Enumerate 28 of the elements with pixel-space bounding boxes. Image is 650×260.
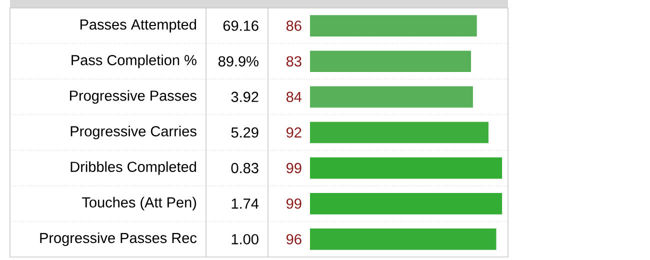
bar [310, 192, 502, 214]
data-label: 99 [286, 198, 302, 209]
y-tick-label: Progressive Passes [70, 90, 196, 104]
bar [310, 15, 477, 36]
bar [310, 228, 496, 250]
bar [310, 157, 502, 179]
data-label: 84 [286, 92, 302, 102]
y-tick-label: Progressive Carries [70, 126, 196, 140]
y-tick-label: Touches (Att Pen) [82, 196, 196, 210]
bar [310, 50, 472, 72]
data-label: 96 [286, 234, 302, 244]
y-tick-label: Pass Completion % [72, 54, 196, 68]
text: 69.16 [223, 20, 258, 31]
bar [310, 122, 488, 144]
y-tick-label: Passes Attempted [80, 19, 196, 33]
y-tick-label: Dribbles Completed [70, 161, 196, 175]
y-tick-label: Progressive Passes Rec [40, 232, 197, 246]
text: 3.92 [231, 92, 258, 102]
text: 0.83 [231, 162, 258, 174]
text: 1.00 [232, 234, 258, 244]
text: 89.9% [218, 56, 258, 66]
data-label: 99 [286, 162, 302, 174]
text: 1.74 [232, 198, 259, 209]
text: 5.29 [231, 127, 258, 138]
data-label: 83 [286, 56, 302, 66]
data-label: 92 [286, 127, 302, 138]
bar [310, 86, 473, 108]
data-label: 86 [286, 20, 302, 31]
